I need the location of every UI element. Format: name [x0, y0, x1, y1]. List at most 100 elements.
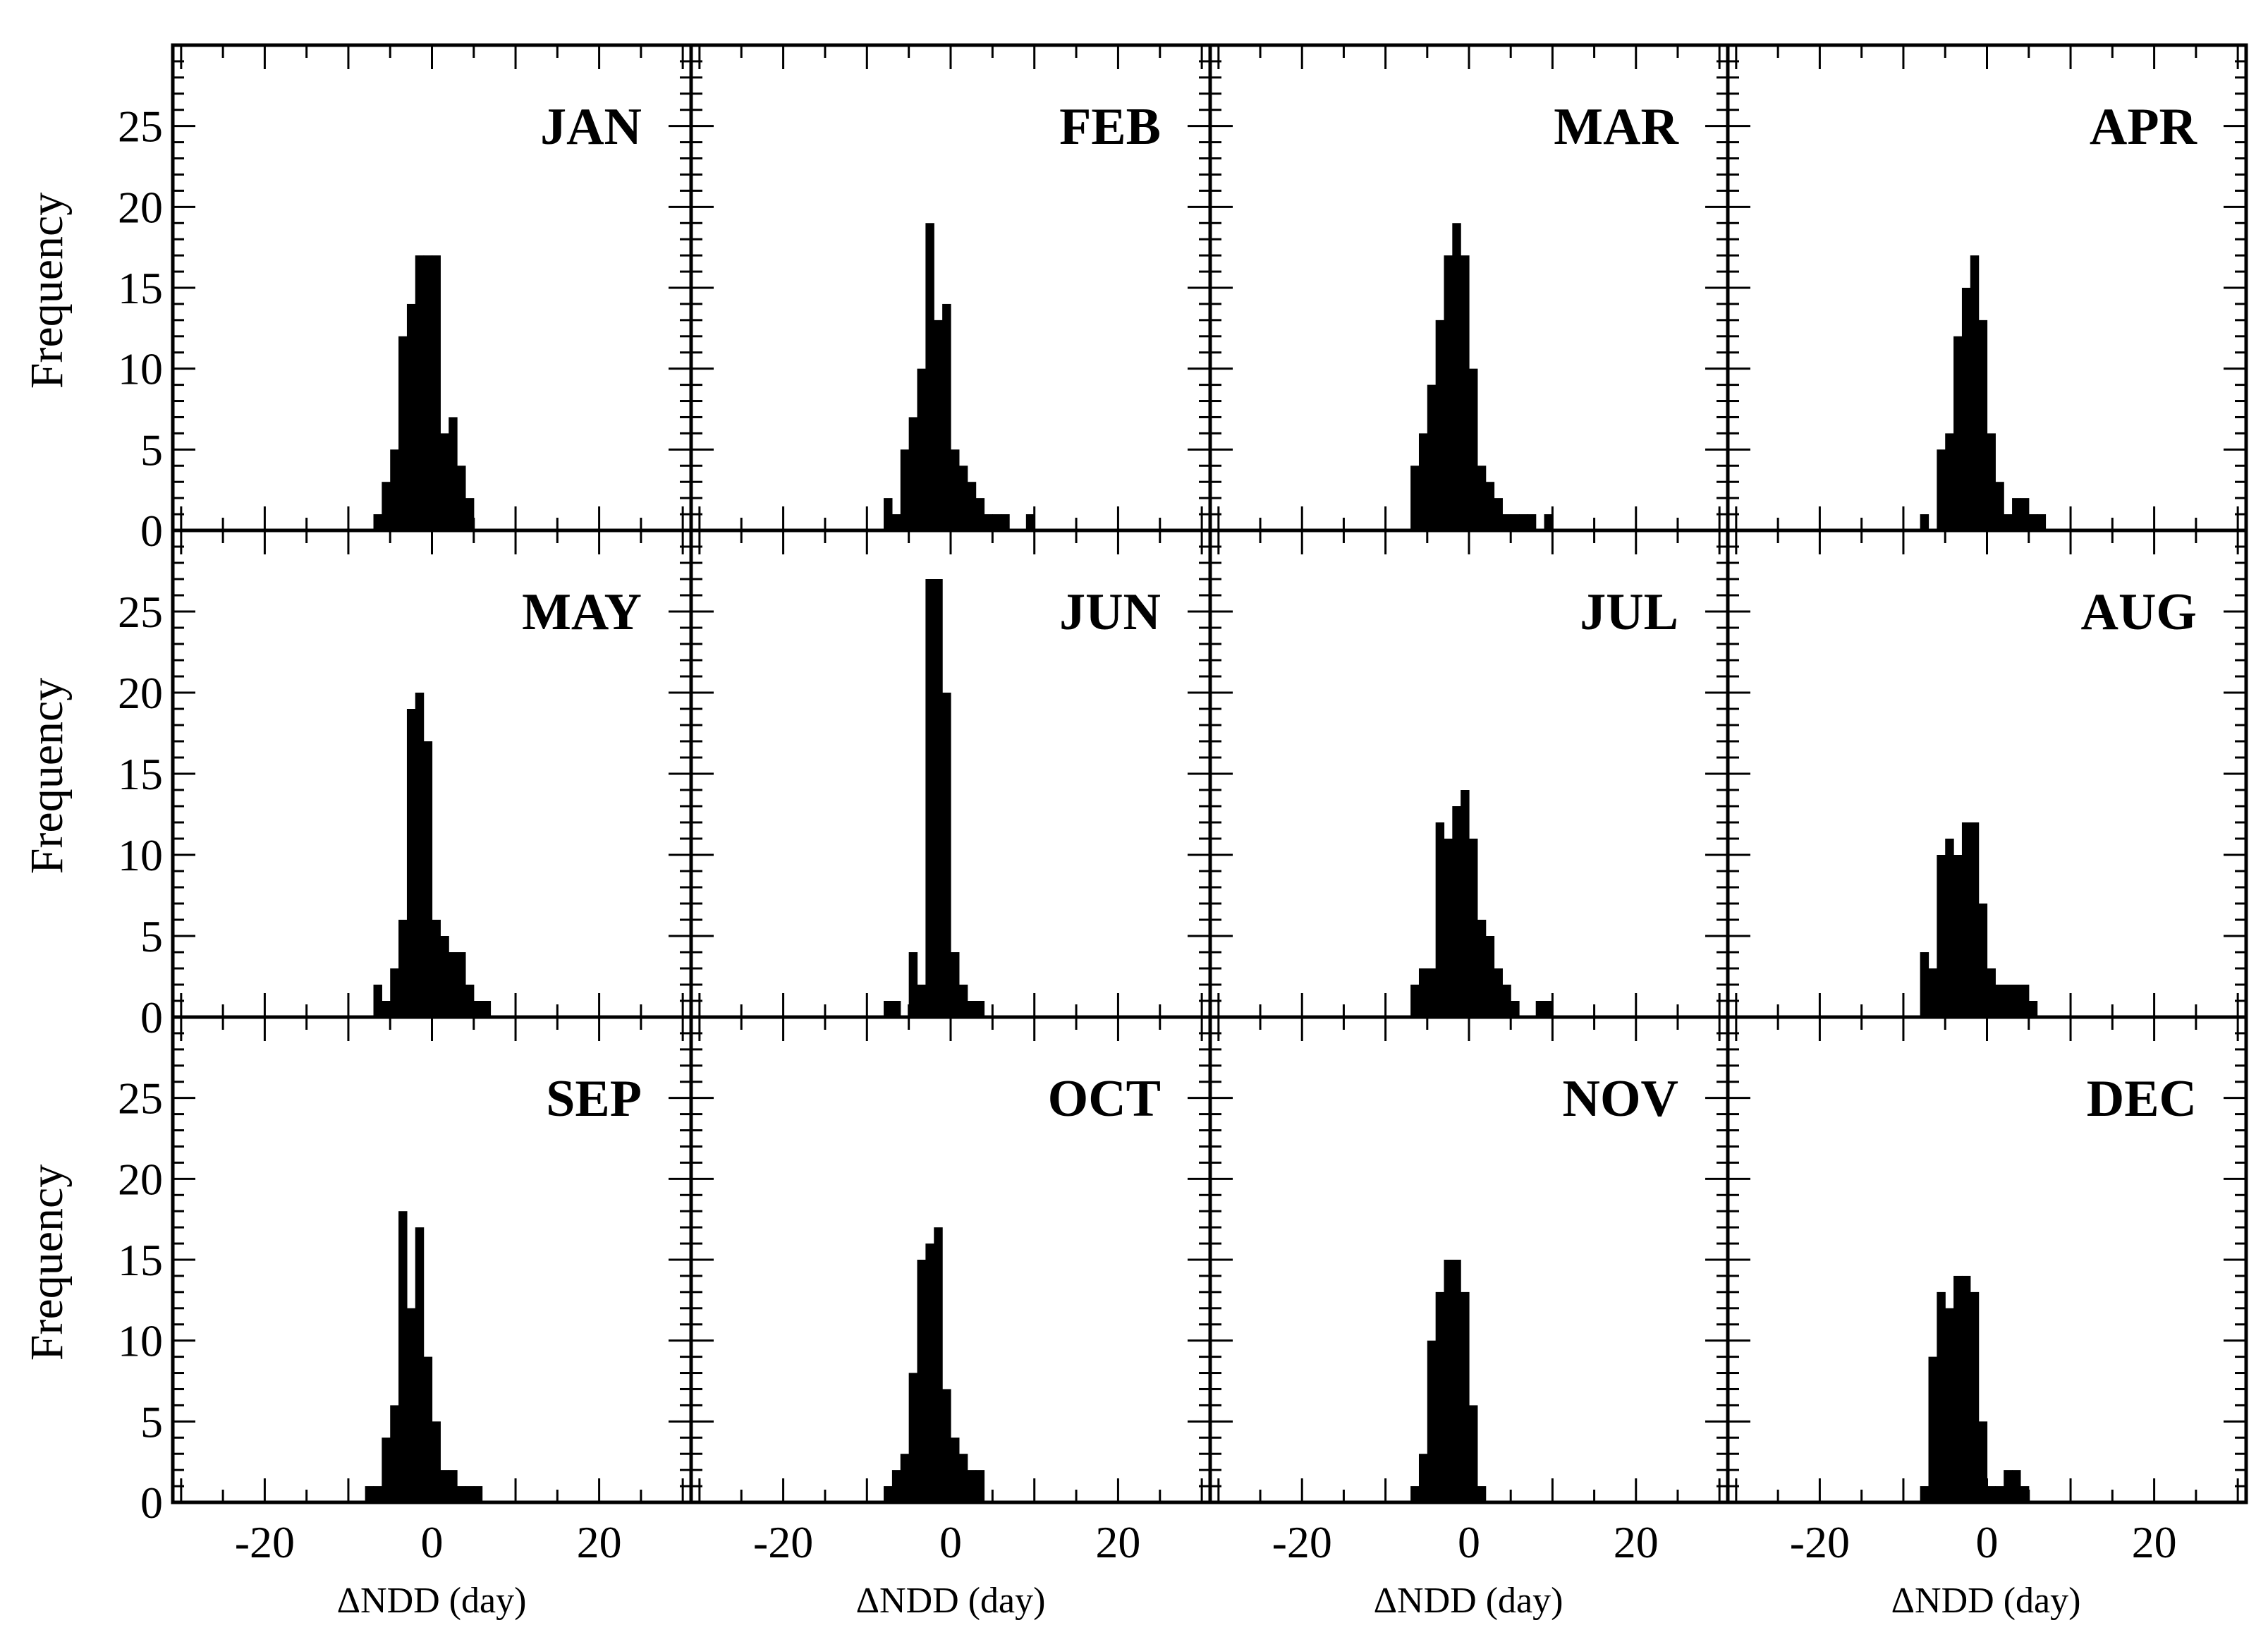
- bar-oct-bin--2: [934, 1227, 943, 1502]
- xtick-label-sep--20: -20: [235, 1517, 295, 1567]
- bar-oct-bin--5: [908, 1373, 918, 1502]
- xtick-label-nov--20: -20: [1272, 1517, 1332, 1567]
- bar-sep-bin--5: [390, 1405, 399, 1502]
- bar-may-bin--6: [382, 1001, 391, 1017]
- bar-nov-bin--6: [1418, 1454, 1428, 1502]
- bar-jul-bin--2: [1452, 806, 1461, 1017]
- bar-jul-bin-3: [1494, 968, 1503, 1017]
- bar-jul-bin-2: [1485, 936, 1495, 1017]
- bar-may-bin--7: [373, 985, 382, 1017]
- bar-jul-bin--6: [1418, 968, 1428, 1017]
- panel-title-jul: JUL: [1580, 583, 1678, 641]
- bar-mar-bin--6: [1418, 433, 1428, 530]
- bar-oct-bin-0: [951, 1437, 960, 1502]
- panel-title-may: MAY: [522, 583, 642, 641]
- bar-mar-bin-6: [1519, 514, 1528, 530]
- bar-oct-bin--7: [891, 1470, 901, 1502]
- bar-jun-bin-3: [975, 1001, 985, 1017]
- bar-aug-bin--1: [1978, 904, 1988, 1017]
- x-axis-label-col-2: ΔNDD (day): [856, 1581, 1046, 1621]
- bar-sep-bin-0: [432, 1421, 441, 1502]
- panel-title-mar: MAR: [1554, 98, 1679, 156]
- bar-jun-bin--1: [942, 693, 951, 1017]
- x-axis-label-col-1: ΔNDD (day): [337, 1581, 527, 1621]
- bar-feb-bin--8: [884, 498, 893, 530]
- bar-apr-bin-4: [2020, 498, 2030, 530]
- bar-feb-bin-3: [975, 498, 985, 530]
- bar-sep-bin-2: [449, 1470, 458, 1502]
- bar-mar-bin-7: [1527, 514, 1537, 530]
- bar-nov-bin--7: [1410, 1486, 1420, 1502]
- bar-sep-bin-1: [440, 1470, 449, 1502]
- bar-feb-bin--5: [908, 417, 918, 530]
- bar-aug-bin-1: [1995, 985, 2004, 1017]
- y-axis-label-row-1: Frequency: [21, 193, 73, 389]
- bar-apr-bin-1: [1995, 482, 2004, 530]
- bar-jul-bin-1: [1477, 920, 1487, 1017]
- xtick-label-dec--20: -20: [1790, 1517, 1850, 1567]
- bar-jan-bin-2: [449, 417, 458, 530]
- panel-dec: -20 0 20 DEC: [1726, 1015, 2248, 1567]
- bar-aug-bin--5: [1945, 839, 1954, 1017]
- bar-jul-bin--7: [1410, 985, 1420, 1017]
- bar-dec-bin--6: [1937, 1291, 1946, 1502]
- bar-mar-bin--3: [1444, 255, 1453, 530]
- bar-apr-bin--1: [1978, 320, 1988, 530]
- bar-feb-bin-6: [1001, 514, 1010, 530]
- bar-dec-bin--1: [1978, 1421, 1988, 1502]
- panel-may: 0 5 10 15 20 25 MAY: [118, 528, 693, 1042]
- ytick-label-jan-0: 0: [140, 506, 163, 556]
- bar-oct-bin-3: [975, 1470, 985, 1502]
- ytick-label-sep-5: 5: [140, 1397, 163, 1447]
- panel-apr: APR: [1726, 43, 2248, 533]
- xtick-label-dec-20: 20: [2132, 1517, 2177, 1567]
- bar-jun-bin-2: [967, 1001, 977, 1017]
- bar-dec-bin--3: [1961, 1275, 1971, 1502]
- panel-title-jan: JAN: [540, 98, 642, 156]
- bar-jun-bin-1: [958, 985, 968, 1017]
- bar-oct-bin--3: [925, 1243, 934, 1502]
- bar-oct-bin-1: [958, 1454, 968, 1502]
- bar-dec-bin-0: [1987, 1486, 1996, 1502]
- bar-aug-bin-3: [2012, 985, 2021, 1017]
- bar-feb-bin--1: [942, 303, 951, 530]
- xtick-label-oct-0: 0: [939, 1517, 962, 1567]
- bar-aug-bin--7: [1928, 968, 1937, 1017]
- bar-nov-bin--1: [1461, 1291, 1470, 1502]
- xtick-label-dec-0: 0: [1976, 1517, 1999, 1567]
- bar-sep-bin-3: [457, 1486, 466, 1502]
- bar-apr-bin-2: [2004, 514, 2013, 530]
- panel-title-feb: FEB: [1059, 98, 1161, 156]
- bar-mar-bin-4: [1502, 514, 1511, 530]
- bar-aug-bin-4: [2020, 985, 2030, 1017]
- bar-mar-bin--5: [1427, 384, 1437, 530]
- bar-may-bin--5: [390, 968, 399, 1017]
- bar-jan-bin-4: [465, 498, 475, 530]
- bar-jan-bin-0: [432, 255, 441, 530]
- bar-apr-bin--5: [1945, 433, 1954, 530]
- bar-dec-bin-4: [2020, 1486, 2030, 1502]
- bar-jan-bin--5: [390, 449, 399, 530]
- xtick-label-nov-20: 20: [1614, 1517, 1659, 1567]
- bar-aug-bin--3: [1961, 822, 1971, 1017]
- bar-dec-bin--2: [1970, 1291, 1980, 1502]
- bar-nov-bin--3: [1444, 1260, 1453, 1502]
- panel-title-jun: JUN: [1059, 583, 1161, 641]
- panel-jul: JUL: [1208, 528, 1730, 1019]
- ytick-label-sep-0: 0: [140, 1478, 163, 1528]
- ytick-label-jan-15: 15: [118, 263, 163, 313]
- bar-sep-bin--4: [398, 1211, 408, 1502]
- bar-may-bin-1: [440, 936, 449, 1017]
- bar-jul-bin--5: [1427, 968, 1437, 1017]
- bar-feb-bin--2: [934, 320, 943, 530]
- xtick-label-oct--20: -20: [753, 1517, 813, 1567]
- bar-jul-bin-4: [1502, 985, 1511, 1017]
- bar-jan-bin-3: [457, 466, 466, 530]
- bar-aug-bin-2: [2004, 985, 2013, 1017]
- ytick-label-jan-25: 25: [118, 102, 163, 152]
- bar-jul-bin--1: [1461, 790, 1470, 1017]
- bar-mar-bin--7: [1410, 466, 1420, 530]
- bar-mar-bin--2: [1452, 223, 1461, 530]
- panel-title-sep: SEP: [546, 1070, 642, 1128]
